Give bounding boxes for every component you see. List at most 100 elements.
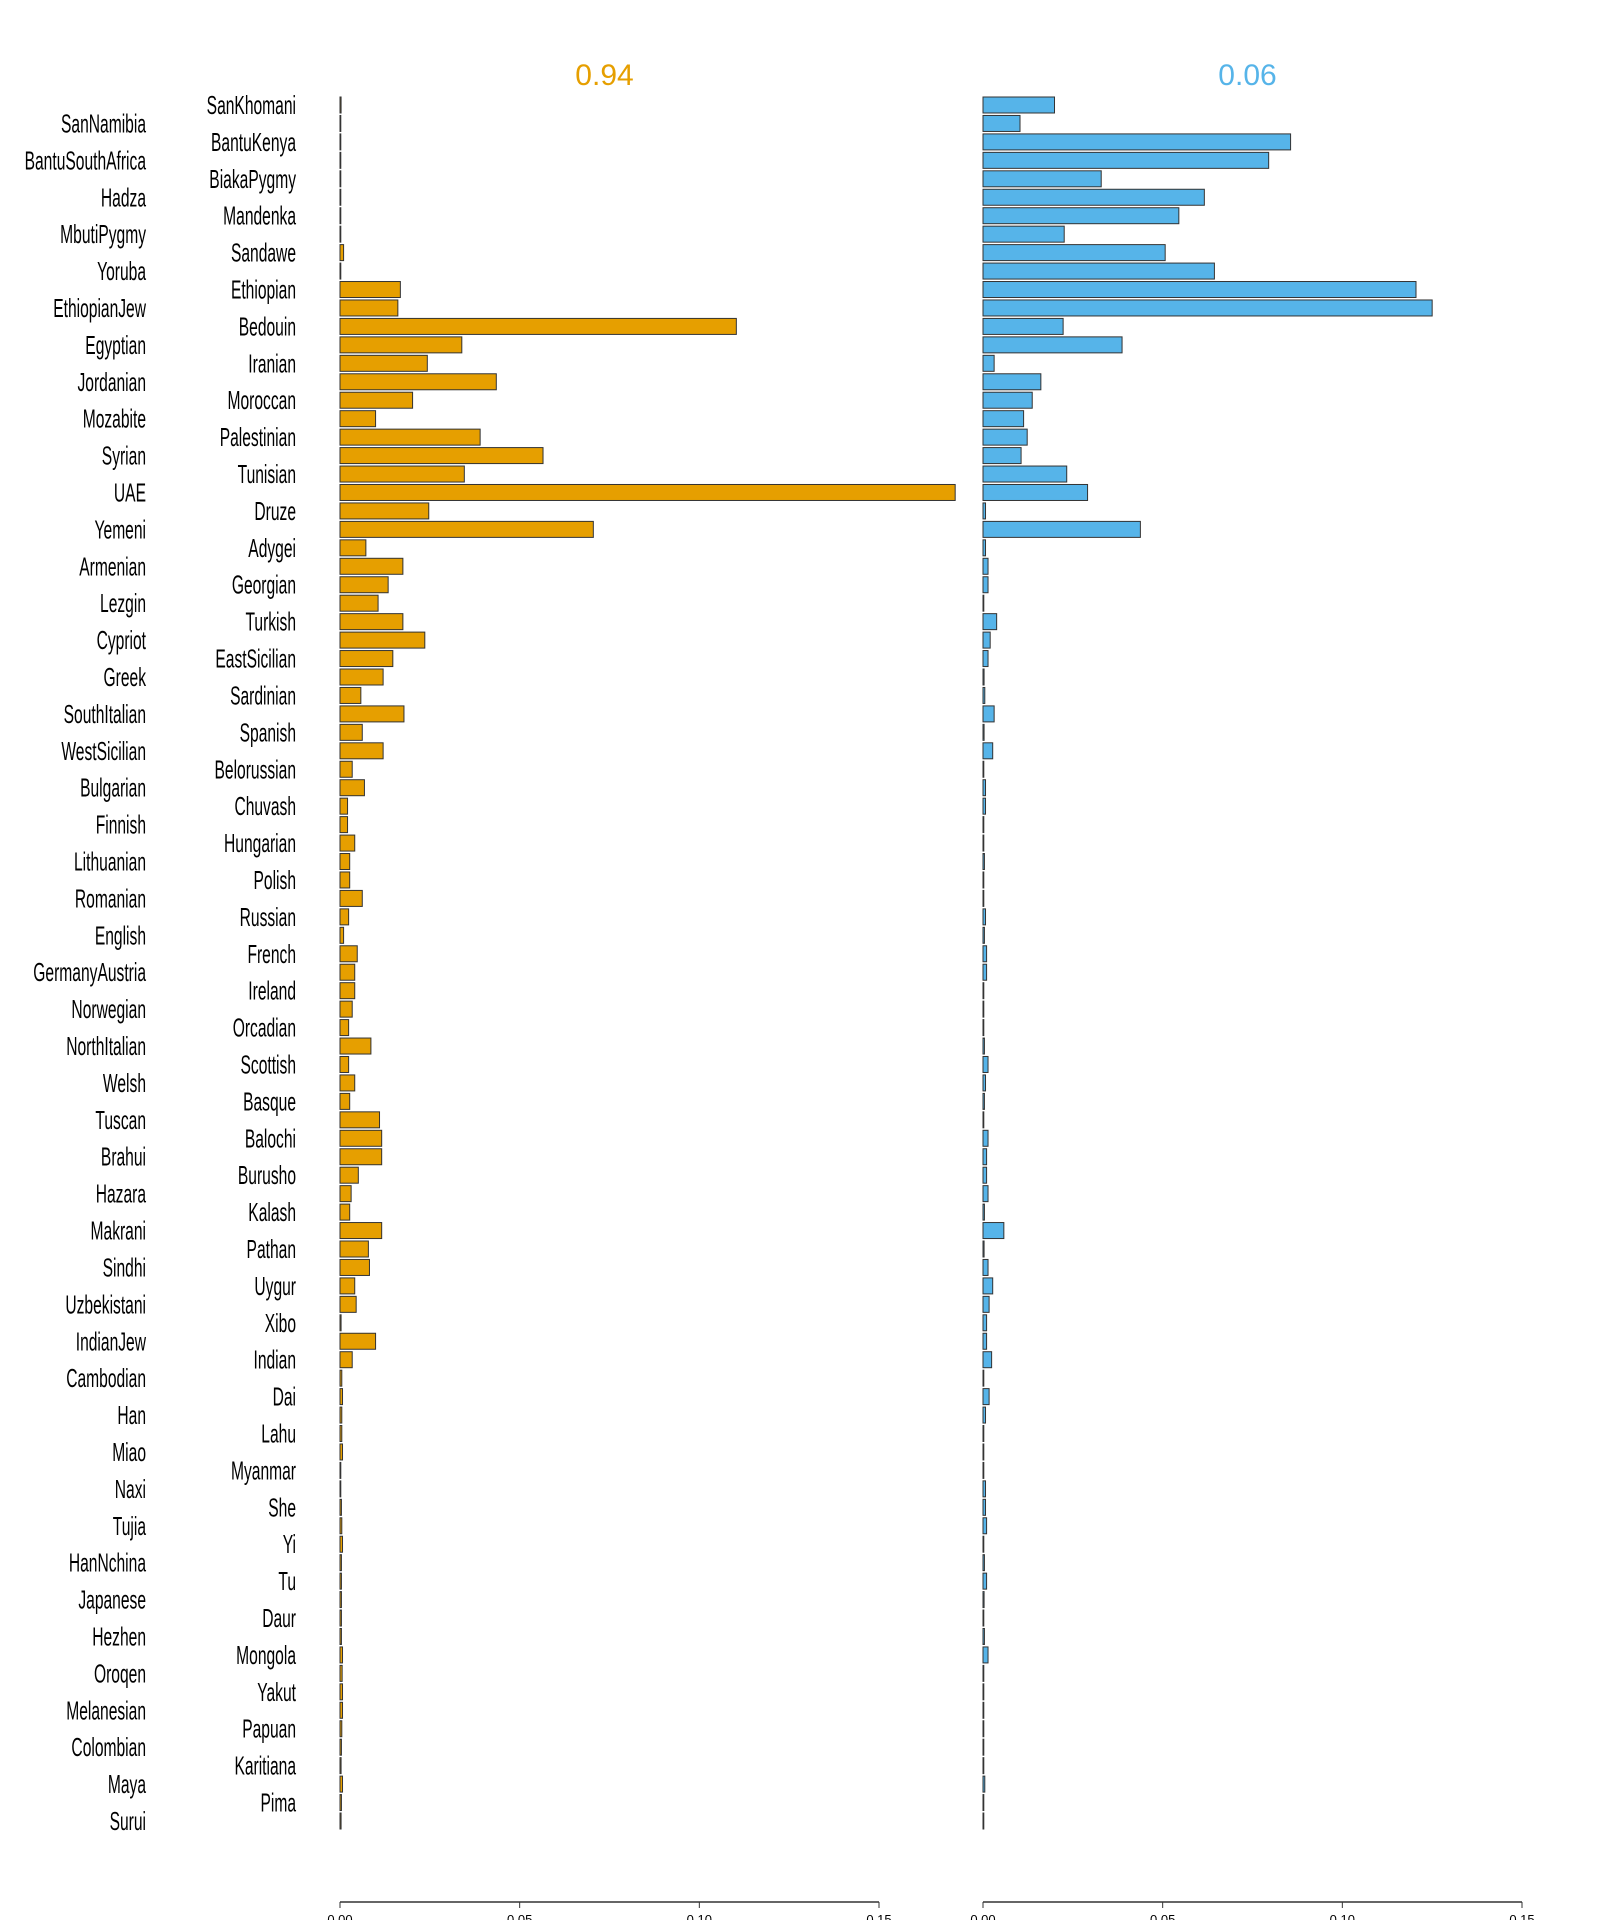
bar: [982, 354, 995, 372]
bar: [982, 244, 1166, 262]
category-label: Cambodian: [66, 1364, 146, 1393]
category-label: Sindhi: [103, 1253, 146, 1282]
bar: [339, 483, 956, 501]
bar: [339, 1129, 383, 1147]
category-label: Lezgin: [100, 589, 146, 618]
bar: [339, 1794, 342, 1812]
bar: [982, 686, 986, 704]
x-tick-label: 0.10: [687, 1912, 712, 1920]
bar: [339, 1406, 343, 1424]
bar: [339, 1646, 344, 1664]
bar: [339, 871, 351, 889]
bar: [339, 1683, 344, 1701]
bar: [339, 502, 430, 520]
bar: [339, 1701, 344, 1719]
category-label: Syrian: [102, 442, 146, 471]
bar: [339, 834, 356, 852]
bar: [982, 1332, 988, 1350]
category-label: Ireland: [248, 977, 296, 1006]
bar: [339, 281, 401, 299]
bar: [982, 613, 998, 631]
bar: [982, 151, 1270, 169]
category-label: BantuSouthAfrica: [25, 146, 146, 175]
bar: [339, 1258, 370, 1276]
bar: [339, 779, 365, 797]
bar: [339, 1166, 359, 1184]
category-label: Uzbekistani: [65, 1290, 146, 1319]
bar: [339, 1295, 357, 1313]
bar: [982, 502, 987, 520]
category-label: Basque: [243, 1087, 296, 1116]
category-label: Scottish: [241, 1050, 296, 1079]
category-label: Hazara: [96, 1180, 146, 1209]
bar: [339, 1480, 342, 1498]
category-label: Turkish: [245, 608, 296, 637]
bar: [339, 1314, 342, 1332]
bar: [339, 1351, 353, 1369]
bar: [982, 1203, 985, 1221]
bar: [982, 1148, 988, 1166]
bar: [982, 908, 987, 926]
category-label: SanKhomani: [207, 91, 296, 120]
category-label: Xibo: [265, 1309, 296, 1338]
category-label: Bedouin: [239, 312, 296, 341]
bar: [339, 1812, 342, 1830]
bar: [982, 816, 985, 834]
bar: [982, 1388, 990, 1406]
category-label: Oroqen: [94, 1659, 146, 1688]
bar: [982, 779, 987, 797]
bar: [339, 520, 594, 538]
bar: [339, 1535, 344, 1553]
bar: [982, 1019, 985, 1037]
category-label: MbutiPygmy: [60, 220, 146, 249]
category-label: Mongola: [236, 1641, 296, 1670]
bar: [982, 520, 1141, 538]
bar: [982, 834, 985, 852]
category-label: Palestinian: [220, 423, 296, 452]
bar: [339, 539, 367, 557]
bar: [982, 1794, 985, 1812]
category-label: EthiopianJew: [53, 294, 146, 323]
category-label: French: [247, 940, 296, 969]
bar: [339, 650, 394, 668]
category-label: Mandenka: [223, 202, 296, 231]
bar: [982, 133, 1292, 151]
bar: [339, 373, 497, 391]
bar: [339, 1332, 377, 1350]
bar: [339, 668, 384, 686]
category-label: SanNamibia: [61, 109, 146, 138]
bar: [339, 317, 737, 335]
category-label: Belorussian: [214, 755, 296, 784]
category-label: EastSicilian: [215, 645, 296, 674]
bar: [982, 650, 989, 668]
bar: [982, 742, 994, 760]
bar: [982, 1664, 985, 1682]
category-label: Welsh: [103, 1069, 146, 1098]
category-label: Lahu: [261, 1419, 296, 1448]
category-label: Tu: [278, 1567, 296, 1596]
bar: [982, 96, 1056, 114]
bar: [982, 1055, 989, 1073]
bar: [339, 1757, 342, 1775]
category-label: SouthItalian: [64, 700, 146, 729]
bar: [339, 133, 342, 151]
bar: [982, 889, 985, 907]
x-tick-label: 0.00: [970, 1912, 995, 1920]
bar: [982, 373, 1042, 391]
category-label: Hadza: [101, 183, 146, 212]
bar: [982, 705, 995, 723]
bar: [339, 1498, 342, 1516]
bar: [982, 1314, 988, 1332]
bar: [339, 594, 379, 612]
bar: [339, 797, 349, 815]
category-label: Chuvash: [234, 792, 296, 821]
category-label: English: [95, 921, 146, 950]
bar: [982, 926, 985, 944]
bar: [982, 1591, 985, 1609]
category-label: Lithuanian: [74, 847, 146, 876]
category-label: Finnish: [96, 811, 146, 840]
bar: [982, 594, 985, 612]
bar: [982, 539, 987, 557]
bar: [982, 1129, 989, 1147]
category-label: HanNchina: [69, 1549, 146, 1578]
